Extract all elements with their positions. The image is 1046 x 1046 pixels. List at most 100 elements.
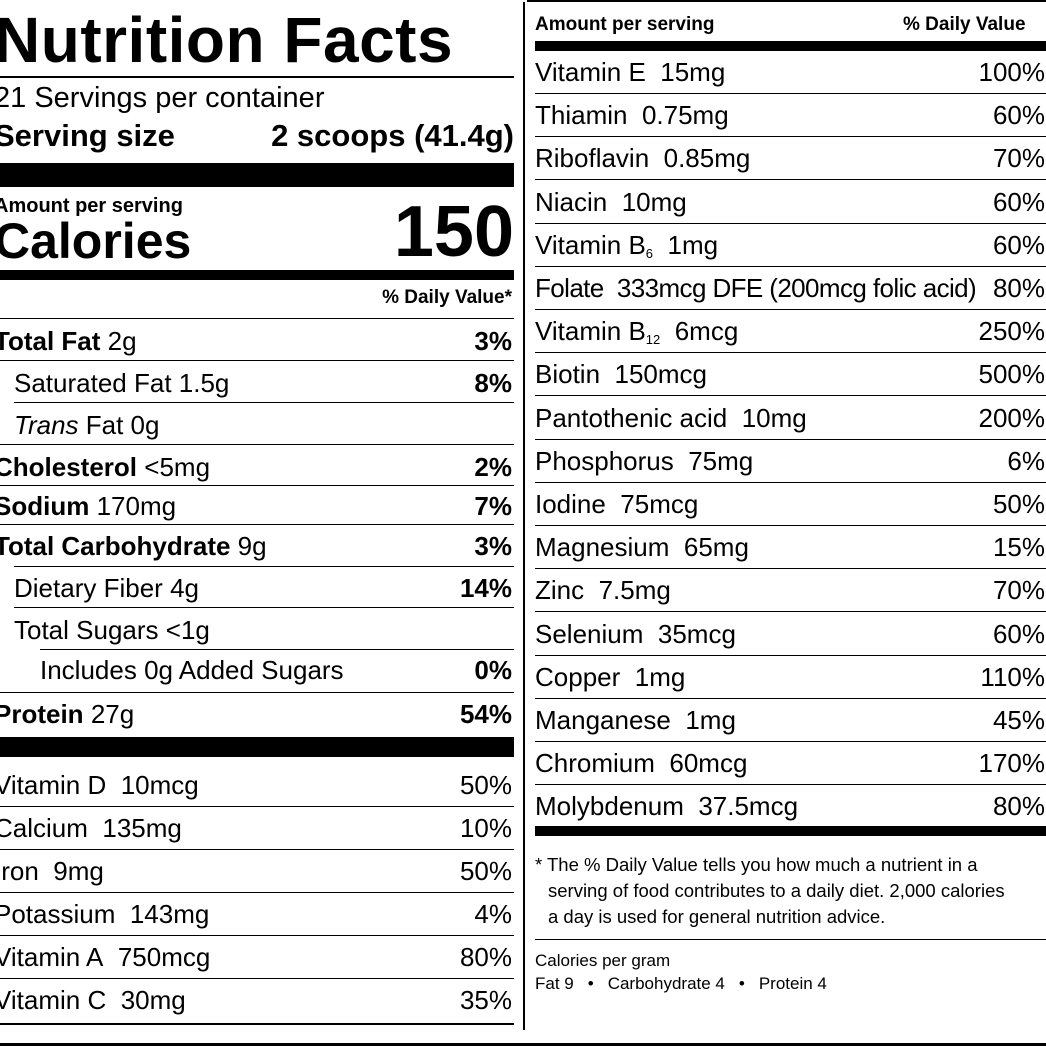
divider-hairline — [535, 395, 1046, 397]
nutrient-amount: 10mg — [741, 402, 807, 433]
nutrient-label: Vitamin B6 1mg — [535, 229, 719, 261]
label-title: Nutrition Facts — [0, 4, 454, 76]
nutrient-name: Total Carbohydrate — [0, 531, 231, 561]
daily-value-header: % Daily Value* — [382, 287, 512, 308]
divider-hairline — [535, 697, 1046, 699]
divider-hairline — [0, 892, 514, 893]
nutrient-name: Copper — [535, 661, 621, 692]
nutrient-amount: 35mcg — [657, 618, 736, 649]
nutrient-dv: 15% — [992, 532, 1045, 563]
nutrient-name: Vitamin B — [535, 316, 646, 347]
nutrient-label: Folate 333mcg DFE (200mcg folic acid) — [535, 273, 977, 303]
divider-hairline — [535, 741, 1046, 742]
nutrient-subscript: 12 — [645, 332, 661, 348]
nutrient-amount: 0.85mg — [663, 143, 751, 174]
nutrient-amount: 10mg — [621, 186, 687, 217]
bullet-icon: • — [738, 974, 745, 993]
nutrient-dv: 200% — [978, 402, 1046, 433]
nutrient-name: Folate — [535, 273, 604, 303]
nutrient-label: Magnesium 65mg — [535, 534, 749, 560]
nutrient-dv: 6% — [1007, 445, 1045, 476]
nutrient-name: Potassium — [0, 899, 116, 929]
nutrient-dv: 14% — [459, 573, 512, 603]
divider-hairline — [535, 939, 1046, 940]
divider-hairline — [0, 318, 514, 319]
nutrient-label: Niacin 10mg — [535, 189, 687, 215]
nutrient-amount: 1mg — [667, 229, 719, 260]
footnote-line: * The % Daily Value tells you how much a… — [535, 854, 978, 875]
nutrient-label: Zinc 7.5mg — [535, 577, 671, 603]
nutrient-dv: 60% — [992, 229, 1045, 260]
footnote-line: a day is used for general nutrition advi… — [548, 906, 886, 927]
nutrient-name: Iron — [0, 856, 39, 886]
divider-hairline — [0, 444, 514, 445]
divider-hairline — [535, 525, 1046, 526]
divider-medium — [0, 270, 514, 280]
nutrient-label: Thiamin 0.75mg — [535, 102, 729, 128]
nutrient-amount: 75mcg — [620, 489, 699, 519]
nutrient-dv: 80% — [459, 942, 512, 972]
nutrient-name: Sodium — [0, 491, 90, 521]
nutrient-name: Vitamin D — [0, 770, 107, 800]
divider-hairline — [535, 481, 1046, 483]
divider-hairline — [14, 566, 514, 567]
nutrient-amount: 75mg — [688, 445, 754, 476]
nutrient-name: Vitamin E — [535, 57, 646, 87]
nutrient-name: Total Sugars — [14, 615, 159, 645]
divider-hairline — [535, 784, 1046, 786]
nutrient-name: Zinc — [535, 575, 585, 606]
divider-hairline — [535, 568, 1046, 570]
nutrient-label: Vitamin B12 6mcg — [535, 316, 739, 348]
nutrient-amount: 9g — [237, 531, 267, 561]
nutrient-dv: 3% — [474, 326, 512, 356]
nutrient-amount: 170mg — [96, 491, 177, 521]
nutrient-amount: 1mg — [634, 661, 686, 692]
nutrient-dv: 80% — [992, 791, 1045, 822]
nutrition-facts-main-panel: Nutrition Facts 21 Servings per containe… — [0, 0, 514, 1046]
divider-hairline — [535, 309, 1046, 310]
nutrient-amount: 6mcg — [674, 316, 739, 347]
nutrient-name: Cholesterol — [0, 452, 138, 482]
divider-hairline — [0, 360, 514, 361]
nutrient-amount: 15mg — [660, 57, 726, 87]
serving-size-row: Serving size 2 scoops (41.4g) — [0, 120, 514, 151]
nutrient-dv: 60% — [992, 100, 1045, 131]
nutrient-label: Manganese 1mg — [535, 707, 736, 733]
nutrient-dv: 50% — [459, 770, 512, 800]
servings-per-container: 21 Servings per container — [0, 82, 325, 114]
nutrient-dv: 8% — [474, 368, 512, 398]
nutrient-name: Trans — [14, 410, 79, 440]
nutrient-amount: 30mg — [120, 985, 186, 1015]
nutrient-amount: 143mg — [129, 899, 210, 929]
divider-hairline — [0, 849, 514, 850]
nutrient-amount: 60mcg — [669, 748, 748, 779]
divider-thick — [0, 163, 514, 187]
nutrient-dv: 0% — [474, 655, 512, 685]
divider-hairline — [0, 935, 514, 936]
nutrient-label: Pantothenic acid 10mg — [535, 405, 807, 431]
amount-per-serving-label: Amount per serving — [0, 195, 183, 217]
nutrient-subscript: 6 — [645, 245, 654, 261]
nutrient-amount: 10mcg — [120, 770, 199, 800]
nutrient-label: Riboflavin 0.85mg — [535, 145, 750, 171]
nutrient-name: Thiamin — [535, 100, 628, 131]
top-border — [527, 0, 1046, 2]
nutrient-name: Vitamin B — [535, 229, 646, 260]
nutrient-dv: 3% — [474, 531, 512, 561]
column-divider — [523, 2, 525, 1030]
nutrient-label: Iodine 75mcg — [535, 491, 698, 517]
nutrient-dv: 500% — [978, 359, 1046, 390]
footnote-line: serving of food contributes to a daily d… — [548, 880, 1005, 901]
nutrient-dv: 250% — [978, 316, 1046, 347]
right-header-row: Amount per serving % Daily Value — [535, 15, 1046, 34]
nutrient-name: Includes 0g Added Sugars — [40, 655, 344, 685]
divider-hairline — [535, 265, 1046, 267]
nutrient-dv: 60% — [992, 186, 1045, 217]
nutrient-amount: 1.5g — [178, 368, 230, 398]
nutrient-amount: 333mcg DFE (200mcg folic acid) — [616, 273, 977, 303]
nutrient-dv: 50% — [992, 489, 1045, 519]
nutrient-amount: 7.5mg — [598, 575, 671, 606]
nutrient-amount: 65mg — [683, 532, 749, 563]
nutrient-amount: 0.75mg — [641, 100, 729, 131]
nutrient-name: Iodine — [535, 489, 606, 519]
